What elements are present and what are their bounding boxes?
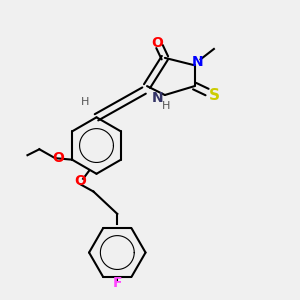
Text: O: O (74, 174, 86, 188)
Text: O: O (152, 36, 164, 50)
Text: N: N (192, 55, 203, 69)
Text: H: H (162, 101, 170, 111)
Text: F: F (112, 276, 122, 290)
Text: O: O (53, 151, 64, 165)
Text: N: N (152, 91, 163, 105)
Text: S: S (208, 88, 219, 103)
Text: H: H (80, 98, 89, 107)
